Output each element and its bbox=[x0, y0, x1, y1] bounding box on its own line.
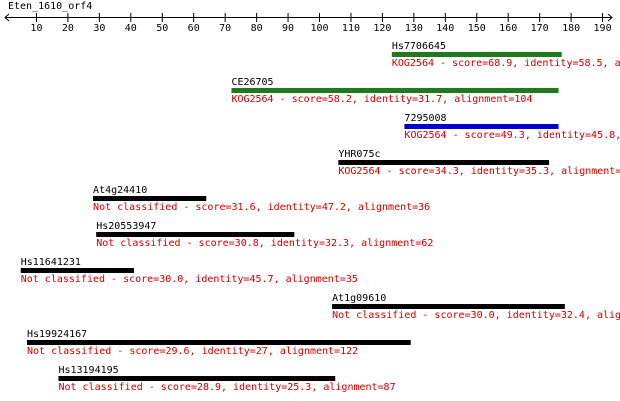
hit-description: KOG2564 - score=49.3, identity=45.8, bbox=[404, 130, 620, 141]
hit-bar bbox=[96, 232, 295, 237]
hit-bar bbox=[231, 88, 559, 93]
hit-bar bbox=[338, 160, 550, 165]
hit-description: Not classified - score=30.0, identity=32… bbox=[332, 310, 620, 321]
ruler-tick-label: 70 bbox=[219, 23, 231, 34]
ruler-tick-label: 120 bbox=[373, 23, 391, 34]
hit-name: Hs19924167 bbox=[27, 329, 87, 340]
hit-description: KOG2564 - score=34.3, identity=35.3, ali… bbox=[338, 166, 620, 177]
ruler-tick-label: 170 bbox=[531, 23, 549, 34]
hit-description: KOG2564 - score=68.9, identity=58.5, al bbox=[392, 58, 620, 69]
hit-name: Hs20553947 bbox=[96, 221, 156, 232]
hit-bar bbox=[20, 268, 134, 273]
ruler-tick-label: 10 bbox=[30, 23, 42, 34]
hit-name: Hs7706645 bbox=[392, 41, 446, 52]
hit-bar bbox=[93, 196, 207, 201]
ruler-tick-label: 150 bbox=[468, 23, 486, 34]
ruler-tick-label: 190 bbox=[594, 23, 612, 34]
ruler-tick-label: 30 bbox=[93, 23, 105, 34]
ruler-tick-label: 90 bbox=[282, 23, 294, 34]
hit-name: 7295008 bbox=[404, 113, 446, 124]
ruler-tick-label: 40 bbox=[125, 23, 137, 34]
ruler-tick-label: 20 bbox=[62, 23, 74, 34]
ruler-tick-label: 100 bbox=[310, 23, 328, 34]
ruler-tick-label: 140 bbox=[436, 23, 454, 34]
ruler-tick-label: 110 bbox=[342, 23, 360, 34]
hit-bar bbox=[404, 124, 559, 129]
hit-description: Not classified - score=30.0, identity=45… bbox=[21, 274, 358, 285]
hit-name: Hs11641231 bbox=[21, 257, 81, 268]
hit-description: Not classified - score=30.8, identity=32… bbox=[96, 238, 433, 249]
hit-bar bbox=[391, 52, 562, 57]
hit-description: KOG2564 - score=58.2, identity=31.7, ali… bbox=[231, 94, 532, 105]
ruler-tick-label: 60 bbox=[188, 23, 200, 34]
ruler-arrows bbox=[4, 13, 613, 22]
hit-name: At1g09610 bbox=[332, 293, 386, 304]
hit-bar bbox=[27, 340, 411, 345]
hit-description: Not classified - score=29.6, identity=27… bbox=[27, 346, 358, 357]
hit-description: Not classified - score=28.9, identity=25… bbox=[58, 382, 395, 393]
hit-bar bbox=[332, 304, 565, 309]
hit-name: At4g24410 bbox=[93, 185, 147, 196]
hit-description: Not classified - score=31.6, identity=47… bbox=[93, 202, 430, 213]
ruler-tick-label: 80 bbox=[251, 23, 263, 34]
sequence-title: Eten_1610_orf4 bbox=[8, 1, 92, 12]
hit-name: Hs13194195 bbox=[58, 365, 118, 376]
hit-name: CE26705 bbox=[231, 77, 273, 88]
ruler-tick-label: 130 bbox=[405, 23, 423, 34]
hit-bar bbox=[58, 376, 336, 381]
hit-name: YHR075c bbox=[338, 149, 380, 160]
ruler-tick-label: 50 bbox=[156, 23, 168, 34]
ruler-tick-label: 160 bbox=[499, 23, 517, 34]
ruler-tick-label: 180 bbox=[562, 23, 580, 34]
